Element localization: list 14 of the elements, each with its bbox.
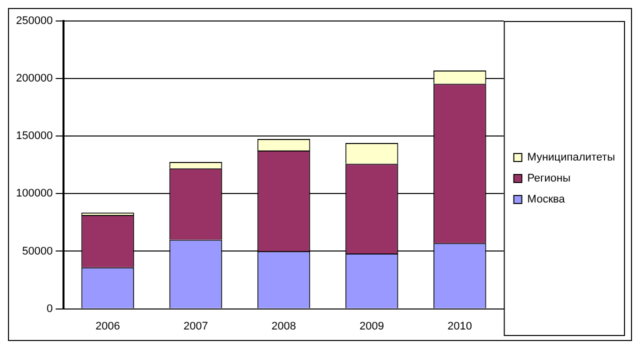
y-tick-label: 200000 bbox=[16, 72, 53, 85]
y-tick-label: 0 bbox=[46, 302, 53, 315]
legend-label: Москва bbox=[527, 194, 566, 206]
x-tick-label: 2007 bbox=[183, 320, 208, 332]
x-tick-label: 2006 bbox=[95, 320, 120, 332]
x-tick-label: 2008 bbox=[272, 320, 296, 332]
legend-label: Регионы bbox=[527, 172, 571, 185]
x-tick-label: 2010 bbox=[448, 320, 472, 332]
y-tick-label: 100000 bbox=[16, 188, 53, 200]
y-tick-label: 250000 bbox=[16, 15, 53, 28]
y-tick-label: 50000 bbox=[22, 245, 53, 258]
y-tick-label: 150000 bbox=[16, 130, 53, 142]
legend-label: Муниципалитеты bbox=[527, 152, 616, 164]
x-tick-label: 2009 bbox=[360, 320, 384, 332]
